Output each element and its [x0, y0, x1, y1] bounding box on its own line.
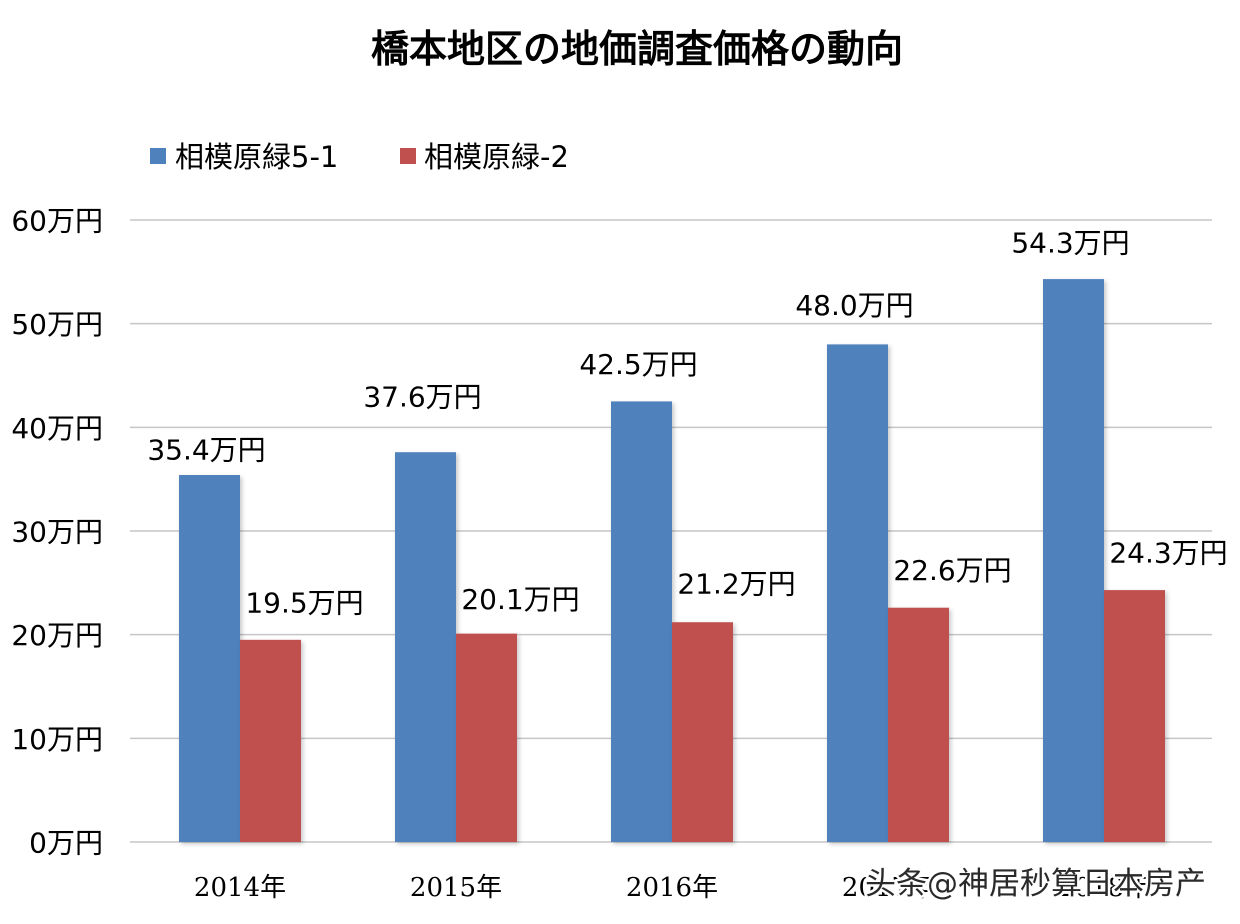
data-label: 22.6万円	[893, 554, 1011, 587]
y-tick-label: 20万円	[11, 619, 103, 652]
data-label: 42.5万円	[579, 348, 697, 381]
y-tick-label: 40万円	[11, 412, 103, 445]
data-label: 21.2万円	[677, 568, 795, 601]
x-tick-label: 2016年	[626, 873, 718, 903]
watermark: 头条@神居秒算日本房产	[865, 866, 1206, 902]
bar-series-1-cat-2	[395, 452, 456, 842]
bar-series-1-cat-4	[827, 344, 888, 842]
legend-swatch-series-1	[150, 148, 166, 164]
bars	[179, 279, 1165, 843]
legend-label-series-2: 相模原緑-2	[424, 140, 569, 174]
y-axis-tick-labels: 0万円 10万円 20万円 30万円 40万円 50万円 60万円	[11, 205, 103, 860]
bar-series-2-cat-1	[240, 639, 301, 842]
bar-series-2-cat-4	[888, 607, 949, 842]
y-tick-label: 0万円	[29, 827, 103, 860]
y-tick-label: 10万円	[11, 723, 103, 756]
bar-series-1-cat-1	[179, 475, 240, 842]
data-label: 24.3万円	[1109, 537, 1227, 570]
data-label: 54.3万円	[1011, 227, 1129, 260]
x-tick-label: 2018年	[1058, 873, 1150, 903]
data-label: 48.0万円	[795, 289, 913, 322]
legend-swatch-series-2	[400, 148, 416, 164]
data-label: 37.6万円	[363, 381, 481, 414]
data-label: 35.4万円	[147, 434, 265, 467]
bar-series-2-cat-5	[1104, 590, 1165, 842]
y-tick-label: 60万円	[11, 205, 103, 238]
data-label: 20.1万円	[461, 583, 579, 616]
chart-title: 橋本地区の地価調査価格の動向	[371, 27, 903, 71]
bar-series-2-cat-3	[672, 622, 733, 842]
legend-label-series-1: 相模原緑5-1	[175, 140, 338, 174]
bar-series-2-cat-2	[456, 633, 517, 842]
bar-series-1-cat-3	[611, 401, 672, 842]
x-tick-label: 2017年	[842, 873, 934, 903]
data-label: 19.5万円	[245, 586, 363, 619]
y-tick-label: 30万円	[11, 516, 103, 549]
x-tick-label: 2015年	[410, 873, 502, 903]
data-labels: 35.4万円 37.6万円 42.5万円 48.0万円 54.3万円 19.5万円 20.1…	[147, 227, 1227, 620]
legend: 相模原緑5-1 相模原緑-2	[150, 140, 569, 174]
x-axis-tick-labels: 2014年 2015年 2016年 2017年 2018年	[194, 873, 1150, 903]
y-tick-label: 50万円	[11, 308, 103, 341]
bar-series-1-cat-5	[1043, 279, 1104, 843]
x-tick-label: 2014年	[194, 873, 286, 903]
